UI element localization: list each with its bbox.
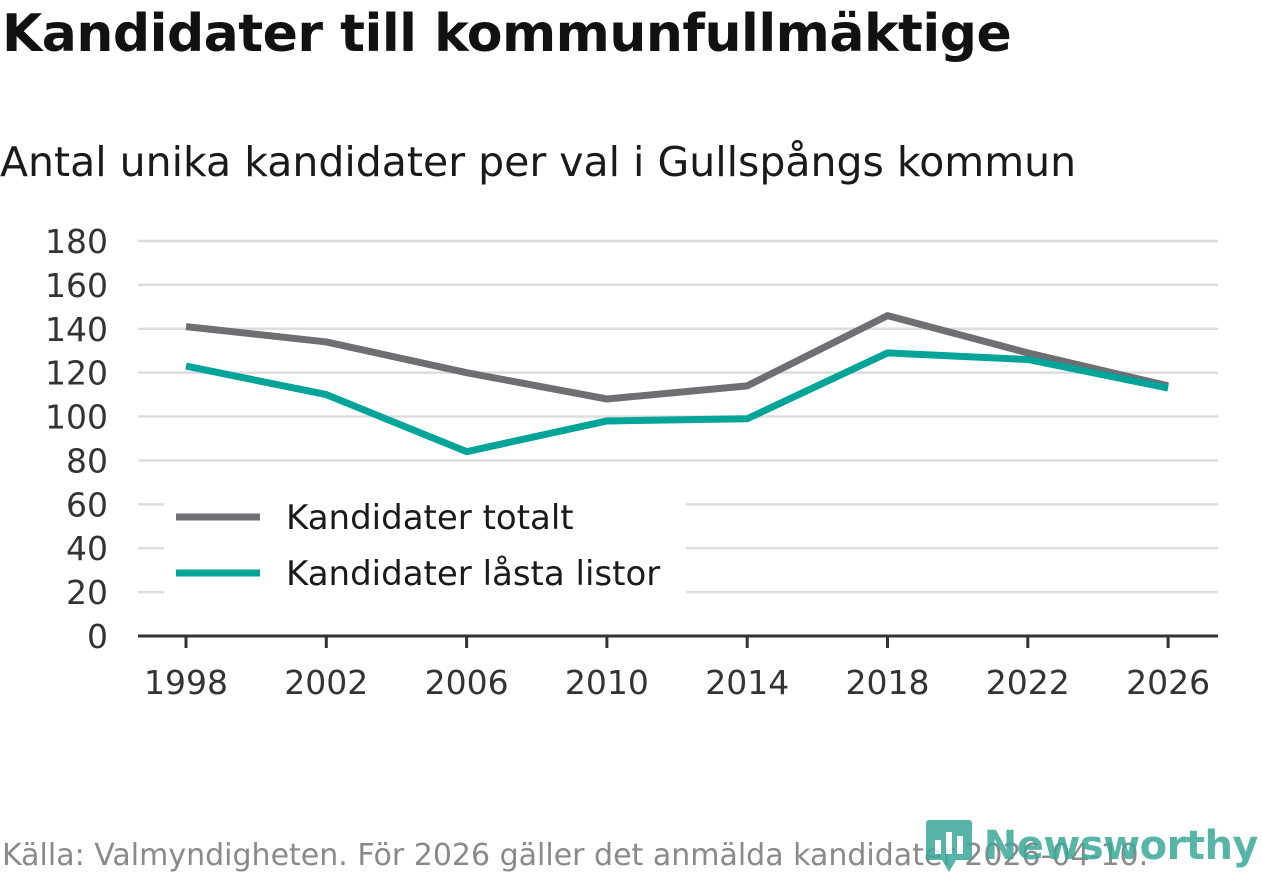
x-tick-label: 2026 bbox=[1126, 663, 1210, 702]
x-tick-label: 2006 bbox=[425, 663, 509, 702]
y-tick-label: 100 bbox=[45, 398, 108, 437]
chart-title: Kandidater till kommunfullmäktige bbox=[2, 4, 1012, 64]
x-tick-label: 2010 bbox=[565, 663, 649, 702]
x-tick-label: 2014 bbox=[705, 663, 789, 702]
x-tick-label: 2022 bbox=[986, 663, 1070, 702]
newsworthy-logo-icon bbox=[925, 820, 972, 872]
y-tick-label: 20 bbox=[66, 573, 108, 612]
y-tick-label: 80 bbox=[66, 441, 108, 480]
series-line-0 bbox=[185, 312, 1169, 403]
legend-label-1: Kandidater låsta listor bbox=[286, 554, 660, 594]
y-tick-label: 120 bbox=[45, 354, 108, 393]
axes: 0 20 40 60 80 100 120 140 160 180 1998 2002 2006 2010… bbox=[45, 222, 1218, 702]
legend-label-0: Kandidater totalt bbox=[286, 498, 574, 538]
y-tick-label: 40 bbox=[66, 529, 108, 568]
x-tick-label: 2018 bbox=[846, 663, 930, 702]
x-tick-label: 1998 bbox=[144, 663, 228, 702]
chart-subtitle: Antal unika kandidater per val i Gullspå… bbox=[0, 138, 1077, 186]
brand-logo: Newsworthy bbox=[924, 818, 1259, 874]
y-tick-label: 160 bbox=[45, 266, 108, 305]
brand-name: Newsworthy bbox=[983, 823, 1259, 869]
y-tick-label: 60 bbox=[66, 485, 108, 524]
legend: Kandidater totalt Kandidater låsta listor bbox=[164, 492, 686, 596]
y-tick-label: 140 bbox=[45, 310, 108, 349]
series-line-1 bbox=[185, 349, 1169, 456]
x-tick-label: 2002 bbox=[284, 663, 368, 702]
series bbox=[185, 312, 1169, 456]
y-tick-label: 180 bbox=[45, 222, 108, 261]
legend-box bbox=[164, 492, 686, 596]
y-tick-label: 0 bbox=[87, 617, 108, 656]
